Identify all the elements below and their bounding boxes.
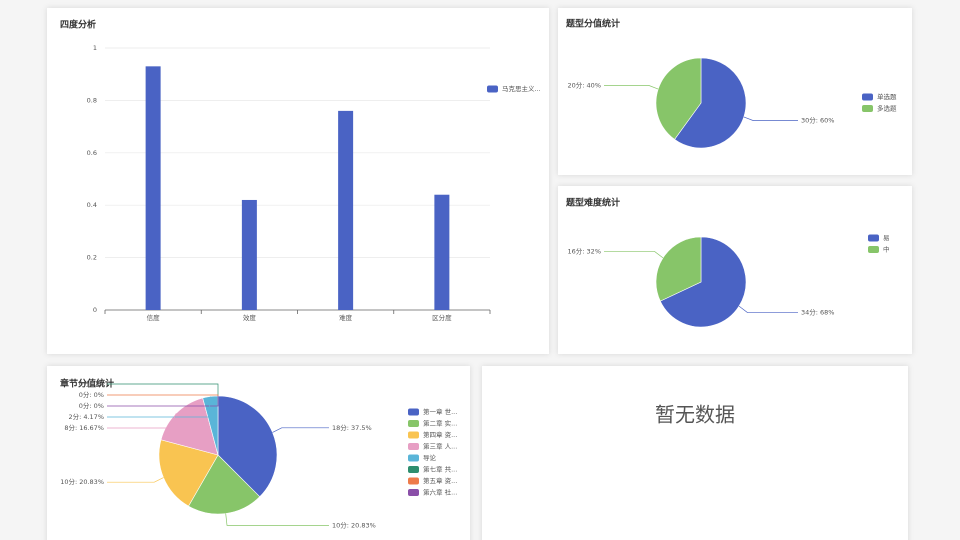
leader-line [107, 396, 219, 407]
bar [145, 66, 161, 310]
panel [482, 366, 908, 540]
legend-swatch [408, 431, 419, 439]
leader-line [272, 427, 329, 433]
value-label: 18分: 37.5% [332, 423, 372, 432]
x-tick-label: 区分度 [432, 313, 452, 322]
leader-line [107, 383, 219, 396]
legend-label: 第三章 人... [423, 442, 457, 451]
legend-label: 多选题 [877, 104, 897, 113]
empty-message: 暂无数据 [655, 403, 735, 427]
leader-line [107, 413, 177, 429]
legend-swatch [408, 477, 419, 485]
leader-line [107, 394, 219, 396]
legend-swatch [408, 489, 419, 496]
legend-label: 单选题 [877, 92, 897, 101]
chart-title: 四度分析 [60, 19, 96, 31]
legend-swatch [408, 454, 419, 462]
leader-line [743, 116, 798, 121]
x-tick-label: 效度 [243, 313, 257, 322]
chart-title: 题型分值统计 [565, 18, 620, 30]
pie-slice [659, 236, 747, 328]
legend-label: 第二章 实... [423, 419, 457, 428]
y-tick-label: 1 [93, 44, 97, 52]
legend-swatch [862, 93, 873, 101]
legend-label: 马克思主义... [502, 84, 541, 93]
legend-swatch [868, 246, 879, 253]
value-label: 8分: 16.67% [64, 423, 104, 432]
chart-title: 章节分值统计 [60, 378, 114, 390]
pie-slice [217, 395, 278, 498]
y-tick-label: 0.4 [87, 201, 97, 209]
y-tick-label: 0.2 [87, 254, 97, 262]
pie-slice [674, 57, 747, 149]
leader-line [604, 251, 664, 259]
value-label: 34分: 68% [801, 308, 834, 317]
value-label: 16分: 32% [568, 246, 601, 255]
leader-line [107, 396, 211, 418]
pie-slice [188, 454, 261, 515]
value-label: 30分: 60% [801, 116, 834, 125]
legend-swatch [862, 105, 873, 112]
value-label: 10分: 20.83% [332, 520, 376, 529]
legend-label: 第五章 资... [423, 476, 457, 485]
value-label: 0分: 0% [79, 390, 104, 399]
panel [47, 8, 549, 354]
leader-line [738, 305, 798, 313]
x-tick-label: 信度 [147, 313, 161, 322]
legend-swatch [487, 85, 498, 93]
legend-label: 第四章 资... [423, 430, 457, 439]
bar [434, 194, 450, 310]
leader-line [225, 513, 329, 526]
y-tick-label: 0 [93, 306, 97, 314]
y-tick-label: 0.8 [87, 96, 97, 104]
value-label: 20分: 40% [568, 80, 601, 89]
legend-label: 第七章 共... [423, 465, 457, 474]
legend-swatch [408, 420, 419, 427]
bar [338, 110, 354, 310]
legend-swatch [408, 408, 419, 416]
legend-label: 易 [883, 234, 890, 242]
legend-label: 导论 [423, 453, 437, 462]
bar [241, 199, 257, 310]
legend-label: 第六章 社... [423, 488, 457, 497]
leader-line [107, 477, 164, 483]
y-tick-label: 0.6 [87, 149, 97, 157]
legend-swatch [408, 443, 419, 450]
legend-label: 中 [883, 245, 890, 254]
chart-title: 题型难度统计 [565, 197, 620, 209]
value-label: 2分: 4.17% [68, 412, 104, 421]
legend-swatch [868, 234, 879, 242]
pie-slice [655, 57, 702, 140]
value-label: 10分: 20.83% [60, 477, 104, 486]
legend-label: 第一章 世... [423, 407, 457, 416]
pie-slice [655, 236, 702, 302]
value-label: 0分: 0% [79, 401, 104, 410]
legend-swatch [408, 466, 419, 473]
value-label: 0分: 0% [79, 379, 104, 388]
x-tick-label: 难度 [339, 313, 353, 322]
pie-slice [158, 439, 219, 507]
leader-line [604, 85, 659, 90]
